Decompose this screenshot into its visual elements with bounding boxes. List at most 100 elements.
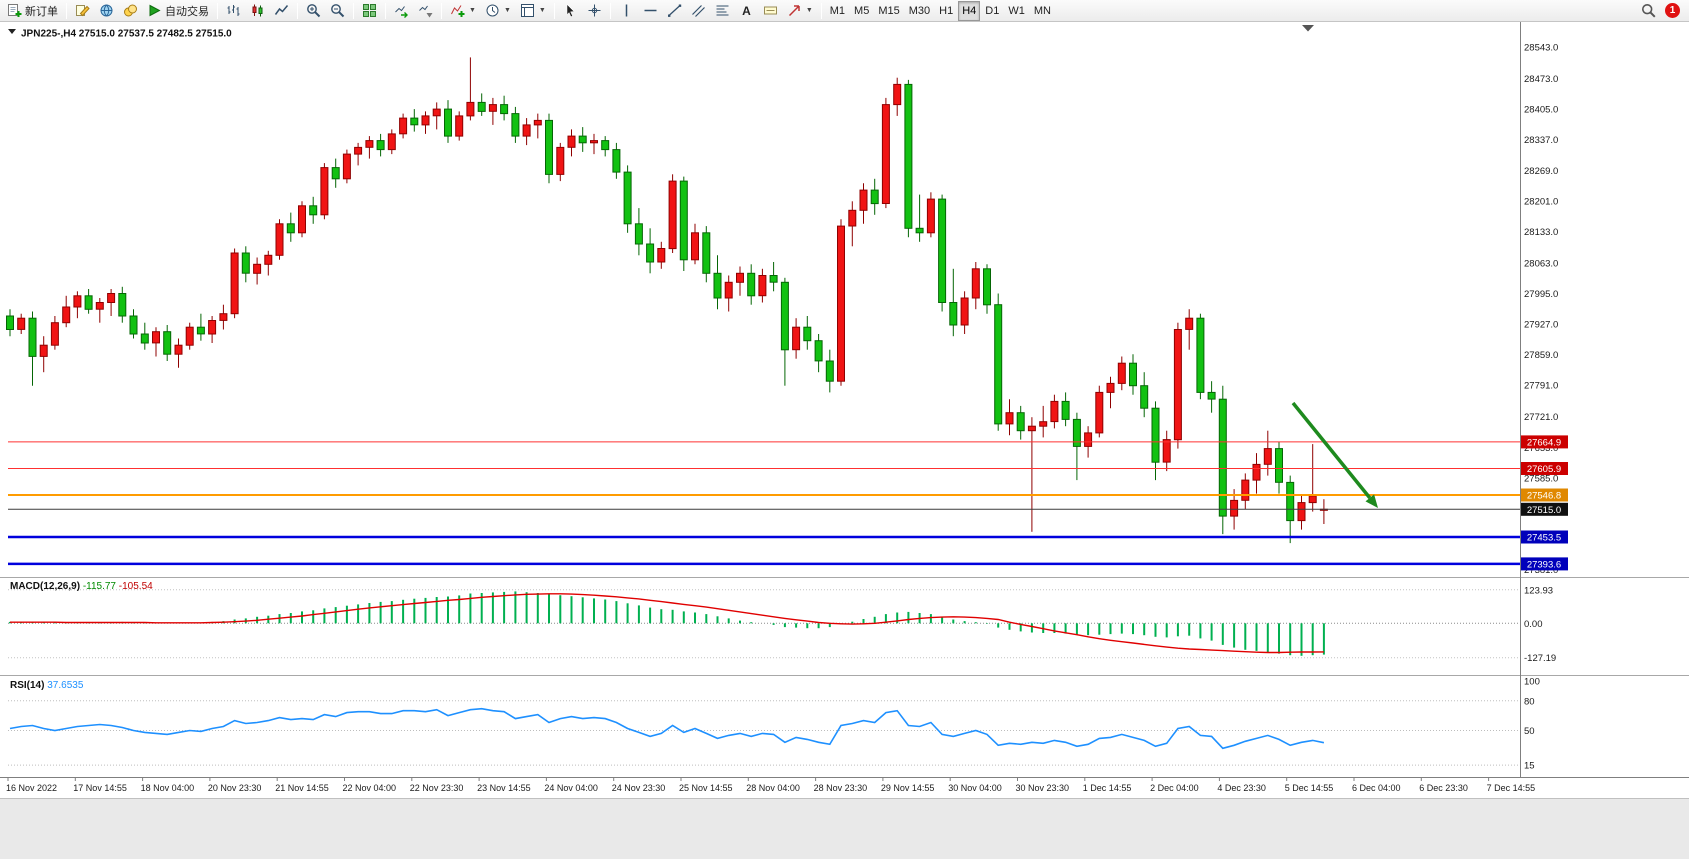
candle-body — [1263, 448, 1272, 465]
candle-body — [803, 326, 812, 342]
bar-chart-button[interactable] — [222, 1, 245, 21]
candlestick-chart-button[interactable] — [246, 1, 269, 21]
chart-shift-button[interactable] — [414, 1, 437, 21]
time-axis-label: 17 Nov 14:55 — [73, 783, 127, 793]
crosshair-button[interactable] — [583, 1, 606, 21]
templates-button[interactable]: ▼ — [516, 1, 550, 21]
toolbar-separator — [385, 2, 386, 19]
price-axis-label: 27859.0 — [1524, 350, 1558, 361]
macd-axis-label: 123.93 — [1524, 585, 1553, 596]
time-axis-label: 20 Nov 23:30 — [208, 783, 262, 793]
candle-body — [1117, 362, 1126, 384]
candle-body — [724, 281, 733, 299]
candle-body — [241, 252, 250, 274]
price-axis-label: 28405.0 — [1524, 105, 1558, 116]
autotrading-label: 自动交易 — [165, 5, 209, 18]
candle-body — [320, 167, 329, 216]
support-line-1-price-label — [1521, 530, 1568, 544]
candle-body — [163, 331, 172, 355]
candle-body — [994, 304, 1003, 425]
candle-body — [376, 140, 385, 151]
timeframe-m5-button[interactable]: M5 — [850, 1, 873, 21]
macd-pane: 123.93 0.00 -127.19 MACD(12,26,9) -115.77 -… — [8, 581, 1556, 664]
candle-body — [275, 223, 284, 256]
tile-windows-button[interactable] — [358, 1, 381, 21]
timeframe-h4-button[interactable]: H4 — [958, 0, 981, 21]
candle-body — [1151, 407, 1160, 463]
candle-body — [657, 248, 666, 263]
candle-body — [466, 101, 475, 117]
channel-button[interactable] — [687, 1, 710, 21]
cursor-icon — [563, 3, 578, 18]
horizontal-line-button[interactable] — [639, 1, 662, 21]
time-axis-label: 29 Nov 14:55 — [881, 783, 935, 793]
zoom-out-button[interactable] — [326, 1, 349, 21]
candle-body — [219, 313, 228, 321]
resistance-line-2-price-text: 27605.9 — [1527, 464, 1561, 475]
trendline-button[interactable] — [663, 1, 686, 21]
chevron-down-icon: ▼ — [538, 7, 546, 14]
candle-body — [825, 360, 834, 382]
candle-body — [399, 117, 408, 135]
line-chart-button[interactable] — [270, 1, 293, 21]
candle-body — [1297, 502, 1306, 522]
periods-button[interactable]: ▼ — [481, 1, 515, 21]
chart-title: JPN225-,H4 27515.0 27537.5 27482.5 27515… — [21, 29, 232, 40]
candle-body — [39, 344, 48, 357]
timeframe-w1-button[interactable]: W1 — [1004, 1, 1029, 21]
candlestick-icon — [250, 3, 265, 18]
chart-shift-marker[interactable] — [1302, 25, 1314, 32]
candle-body — [533, 119, 542, 126]
candle-body — [1173, 329, 1182, 441]
candle-body — [545, 119, 553, 175]
candle-body — [926, 198, 935, 234]
metaeditor-icon — [75, 3, 90, 18]
vertical-line-icon — [619, 3, 634, 18]
timeframe-m15-button[interactable]: M15 — [874, 1, 903, 21]
candle-body — [1241, 479, 1250, 501]
cursor-button[interactable] — [559, 1, 582, 21]
macd-signal-line — [10, 593, 1324, 654]
candle-body — [949, 302, 958, 326]
zoom-out-icon — [330, 3, 345, 18]
rsi-axis-label: 50 — [1524, 726, 1535, 737]
auto-scroll-button[interactable] — [390, 1, 413, 21]
new-order-icon — [7, 3, 22, 18]
candle-body — [1286, 481, 1295, 522]
notification-badge[interactable]: 1 — [1665, 3, 1680, 18]
zoom-in-button[interactable] — [302, 1, 325, 21]
zoom-in-icon — [306, 3, 321, 18]
timeframe-mn-button[interactable]: MN — [1030, 1, 1055, 21]
time-axis-label: 6 Dec 23:30 — [1419, 783, 1468, 793]
candle-body — [713, 272, 722, 299]
macd-label: MACD(12,26,9) -115.77 -105.54 — [10, 581, 153, 592]
coins-icon — [123, 3, 138, 18]
search-button[interactable] — [1637, 1, 1660, 21]
trend-arrow-object[interactable] — [1291, 401, 1378, 508]
pivot-line-price-text: 27546.8 — [1527, 491, 1561, 502]
fibonacci-button[interactable] — [711, 1, 734, 21]
time-axis[interactable]: 16 Nov 2022 17 Nov 14:55 18 Nov 04:00 20 No… — [6, 777, 1535, 793]
arrows-button[interactable]: ▼ — [783, 1, 817, 21]
candle-body — [196, 326, 205, 335]
candle-body — [646, 243, 655, 263]
candle-body — [1230, 499, 1239, 517]
text-label-button[interactable] — [759, 1, 782, 21]
timeframe-d1-button[interactable]: D1 — [981, 1, 1003, 21]
candle-body — [208, 320, 217, 335]
indicators-icon — [450, 3, 465, 18]
timeframe-m1-button[interactable]: M1 — [826, 1, 849, 21]
one-click-trading-toggle[interactable] — [8, 29, 16, 34]
text-button[interactable]: A — [735, 1, 758, 21]
timeframe-m30-button[interactable]: M30 — [905, 1, 934, 21]
community-button[interactable] — [95, 1, 118, 21]
candle-body — [792, 326, 801, 351]
timeframe-h1-button[interactable]: H1 — [935, 1, 957, 21]
autotrading-button[interactable]: 自动交易 — [143, 1, 213, 21]
new-order-button[interactable]: 新订单 — [3, 1, 62, 21]
price-axis-label: 27381.0 — [1524, 565, 1558, 576]
market-watch-button[interactable] — [119, 1, 142, 21]
indicators-button[interactable]: ▼ — [446, 1, 480, 21]
metaeditor-button[interactable] — [71, 1, 94, 21]
vertical-line-button[interactable] — [615, 1, 638, 21]
